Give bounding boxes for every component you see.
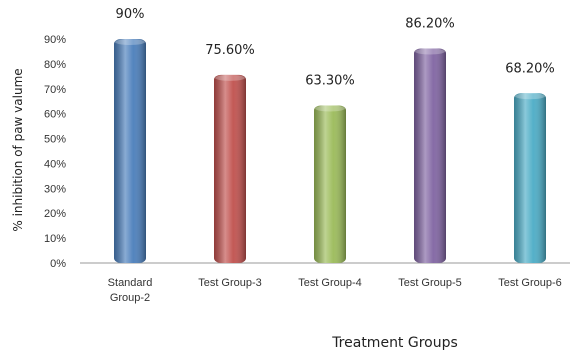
y-tick-label: 0%: [50, 258, 66, 270]
data-labels: 90% 75.60% 63.30% 86.20% 68.20%: [116, 7, 555, 88]
x-axis-label: Treatment Groups: [331, 335, 458, 350]
bar: [214, 74, 246, 263]
y-tick-label: 40%: [44, 158, 66, 170]
bar: [114, 39, 146, 263]
bar: [314, 105, 346, 263]
x-category-label: Test Group-3: [198, 277, 262, 289]
data-label: 90%: [116, 7, 145, 22]
y-axis-label: % inhibition of paw valume: [11, 68, 25, 231]
x-category-label: Standard Group-2: [108, 277, 153, 304]
y-tick-label: 50%: [44, 134, 66, 146]
y-tick-label: 90%: [44, 34, 66, 46]
y-tick-label: 70%: [44, 84, 66, 96]
y-axis-ticks: 0% 10% 20% 30% 40% 50% 60% 70% 80% 90%: [44, 34, 66, 270]
bars: [114, 39, 546, 263]
y-tick-label: 80%: [44, 59, 66, 71]
data-label: 75.60%: [205, 43, 255, 58]
x-category-label: Test Group-6: [498, 277, 562, 289]
y-tick-label: 30%: [44, 183, 66, 195]
bar: [414, 48, 446, 263]
data-label: 86.20%: [405, 16, 455, 31]
data-label: 63.30%: [305, 73, 355, 88]
y-tick-label: 20%: [44, 208, 66, 220]
bar: [514, 93, 546, 263]
x-axis-categories: Standard Group-2 Test Group-3 Test Group-4 T…: [108, 277, 562, 304]
x-category-label: Test Group-4: [298, 277, 362, 289]
x-category-label: Test Group-5: [398, 277, 462, 289]
y-tick-label: 10%: [44, 233, 66, 245]
data-label: 68.20%: [505, 61, 555, 76]
y-tick-label: 60%: [44, 109, 66, 121]
